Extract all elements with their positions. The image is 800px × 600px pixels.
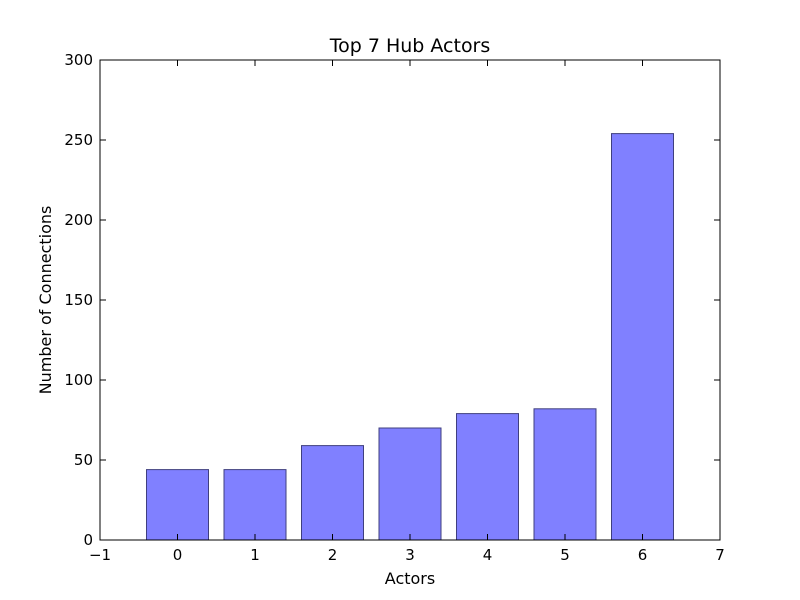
y-tick-label: 250 (64, 131, 93, 149)
y-tick-label: 0 (83, 531, 93, 549)
y-tick-label: 150 (64, 291, 93, 309)
x-tick-label: 1 (250, 546, 260, 564)
bar-actor-6 (611, 133, 674, 541)
chart-title: Top 7 Hub Actors (329, 35, 491, 57)
plot-frame (99, 59, 721, 541)
bar-actor-5 (533, 408, 597, 541)
y-tick-label: 100 (64, 371, 93, 389)
bar-actor-2 (301, 445, 364, 541)
bar-actor-4 (456, 413, 519, 541)
x-tick-label: 7 (715, 546, 725, 564)
bar-actor-1 (223, 469, 287, 541)
y-tick-label: 300 (64, 51, 93, 69)
bars-group (146, 133, 674, 541)
y-tick-label: 50 (74, 451, 93, 469)
x-tick-label: 4 (483, 546, 493, 564)
x-tick-label: 0 (173, 546, 183, 564)
x-tick-label: 6 (638, 546, 648, 564)
y-axis-label: Number of Connections (36, 206, 55, 395)
x-tick-label: 5 (560, 546, 570, 564)
x-tick-label: −1 (89, 546, 111, 564)
x-tick-label: 2 (328, 546, 338, 564)
bar-actor-0 (146, 469, 209, 541)
x-axis-label: Actors (385, 569, 435, 588)
bar-actor-3 (378, 427, 442, 541)
y-tick-label: 200 (64, 211, 93, 229)
x-tick-label: 3 (405, 546, 415, 564)
